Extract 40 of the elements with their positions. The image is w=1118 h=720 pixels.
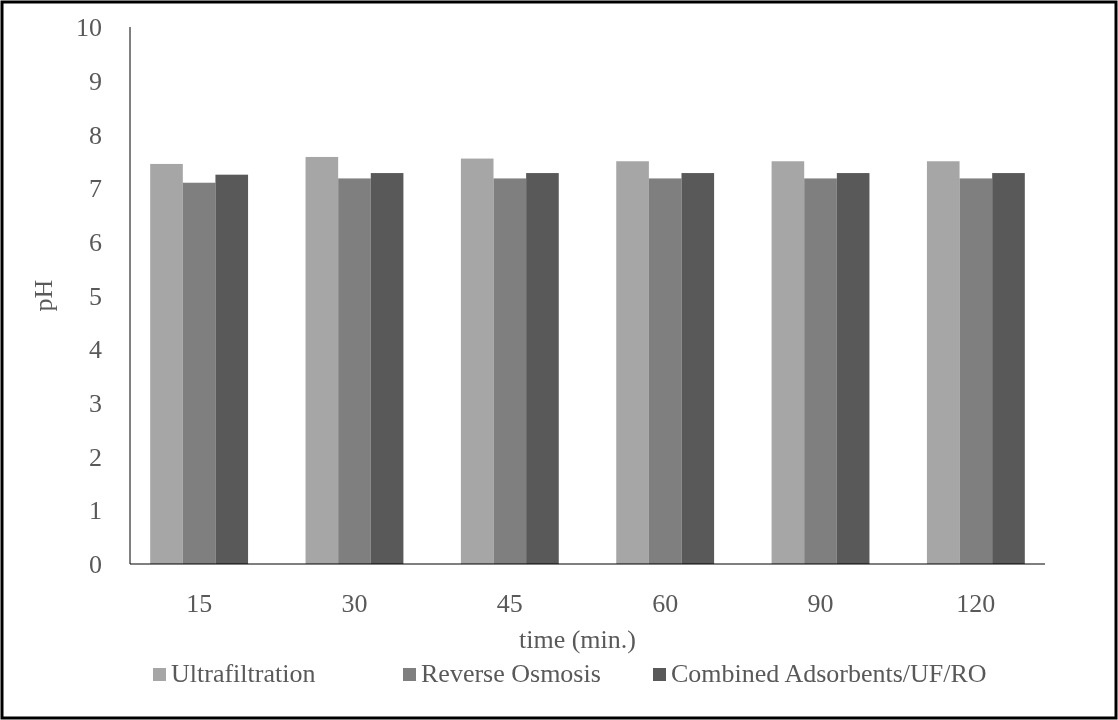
bar	[648, 178, 682, 564]
legend-label: Combined Adsorbents/UF/RO	[671, 659, 987, 688]
bar	[681, 173, 715, 564]
bar	[616, 161, 649, 564]
y-tick-label: 2	[89, 442, 102, 472]
legend-label: Ultrafiltration	[171, 659, 316, 688]
x-tick-label: 60	[652, 589, 679, 618]
y-tick-label: 3	[89, 389, 102, 418]
bar	[215, 174, 249, 564]
y-tick-label: 0	[89, 550, 102, 580]
y-tick-label: 5	[89, 281, 102, 311]
bar	[836, 173, 870, 564]
bar	[771, 161, 805, 564]
bar	[493, 178, 527, 564]
bar	[370, 173, 404, 564]
x-tick-label: 45	[496, 589, 523, 618]
y-axis-title: pH	[29, 279, 58, 312]
bar	[305, 156, 339, 564]
y-tick-label: 4	[89, 335, 102, 365]
bar	[959, 178, 993, 564]
x-tick-label: 90	[807, 589, 834, 618]
x-tick-label: 30	[341, 589, 368, 618]
y-tick-label: 7	[89, 174, 102, 204]
x-tick-label: 15	[186, 589, 213, 618]
bar	[804, 178, 837, 564]
y-tick-label: 8	[89, 120, 102, 150]
bar	[526, 173, 559, 564]
bar	[926, 161, 960, 564]
legend-label: Reverse Osmosis	[421, 659, 601, 688]
bar	[338, 178, 371, 564]
y-tick-label: 9	[89, 66, 102, 96]
y-tick-label: 10	[76, 13, 102, 43]
bar	[182, 182, 216, 564]
bar	[992, 173, 1025, 564]
y-tick-label: 1	[89, 496, 102, 526]
x-axis-title: time (min.)	[519, 625, 636, 654]
x-tick-label: 120	[956, 589, 996, 618]
bar	[460, 158, 494, 564]
bar	[150, 163, 183, 564]
y-tick-label: 6	[89, 227, 102, 257]
